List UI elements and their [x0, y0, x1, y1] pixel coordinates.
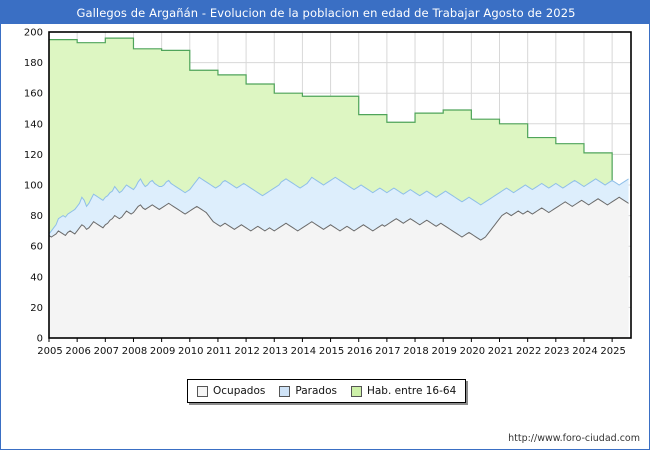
x-axis-tick-label: 2009: [150, 346, 175, 357]
legend-swatch-hab-16-64: [350, 385, 362, 397]
x-axis-tick-label: 2008: [122, 346, 147, 357]
x-axis-tick-label: 2011: [206, 346, 231, 357]
legend-swatch-parados: [279, 385, 291, 397]
x-axis-tick-label: 2020: [460, 346, 485, 357]
legend-label-parados: Parados: [295, 385, 337, 397]
y-axis-tick-label: 160: [24, 89, 43, 100]
y-axis-tick-label: 20: [30, 303, 43, 314]
chart-legend: Ocupados Parados Hab. entre 16-64: [187, 379, 467, 403]
x-axis-tick-label: 2012: [234, 346, 259, 357]
footer-url[interactable]: http://www.foro-ciudad.com: [508, 433, 640, 444]
x-axis-tick-label: 2015: [319, 346, 344, 357]
y-axis-tick-label: 100: [24, 181, 43, 192]
plot-frame: [48, 31, 632, 339]
y-axis-tick-label: 40: [30, 272, 43, 283]
y-axis-tick-label: 180: [24, 58, 43, 69]
series-line-hab-16-64: [49, 37, 613, 338]
window-title-bar: Gallegos de Argañán - Evolucion de la po…: [1, 1, 650, 24]
y-axis-tick-label: 80: [30, 211, 43, 222]
y-axis-tick-label: 200: [24, 28, 43, 39]
x-axis-tick-label: 2017: [375, 346, 400, 357]
y-axis-tick-label: 60: [30, 242, 43, 253]
plot-area: 0 20 40 60 80 100 120 140 160 180 200 2005 2006 2007 2…: [1, 24, 650, 424]
x-axis-tick-label: 2013: [263, 346, 288, 357]
x-axis-tick-label: 2005: [37, 346, 62, 357]
legend-label-ocupados: Ocupados: [213, 385, 266, 397]
x-axis-tick-label: 2010: [178, 346, 203, 357]
x-axis-tick-label: 2024: [572, 346, 597, 357]
series-line-ocupados: [48, 196, 629, 241]
series-line-parados: [48, 176, 629, 235]
series-area-ocupados: [49, 197, 629, 338]
x-axis-tick-label: 2022: [516, 346, 541, 357]
x-axis-tick-label: 2019: [431, 346, 456, 357]
x-axis-tick-label: 2025: [600, 346, 625, 357]
page-title: Gallegos de Argañán - Evolucion de la po…: [76, 5, 576, 20]
x-axis-tick-label: 2021: [488, 346, 513, 357]
legend-item-hab-16-64[interactable]: Hab. entre 16-64: [350, 385, 457, 397]
x-axis-tick-label: 2006: [65, 346, 90, 357]
x-axis-tick-label: 2016: [347, 346, 372, 357]
legend-item-parados[interactable]: Parados: [279, 385, 337, 397]
legend-item-ocupados[interactable]: Ocupados: [197, 385, 265, 397]
x-axis-tick-label: 2018: [403, 346, 428, 357]
legend-swatch-ocupados: [197, 385, 208, 397]
legend-label-hab-16-64: Hab. entre 16-64: [366, 385, 457, 397]
x-axis-tick-label: 2023: [544, 346, 569, 357]
x-axis-tick-label: 2007: [94, 346, 119, 357]
y-axis-tick-label: 140: [24, 119, 43, 130]
y-axis-tick-label: 120: [24, 150, 43, 161]
y-axis-tick-label: 0: [37, 334, 43, 345]
x-axis-tick-label: 2014: [291, 346, 316, 357]
